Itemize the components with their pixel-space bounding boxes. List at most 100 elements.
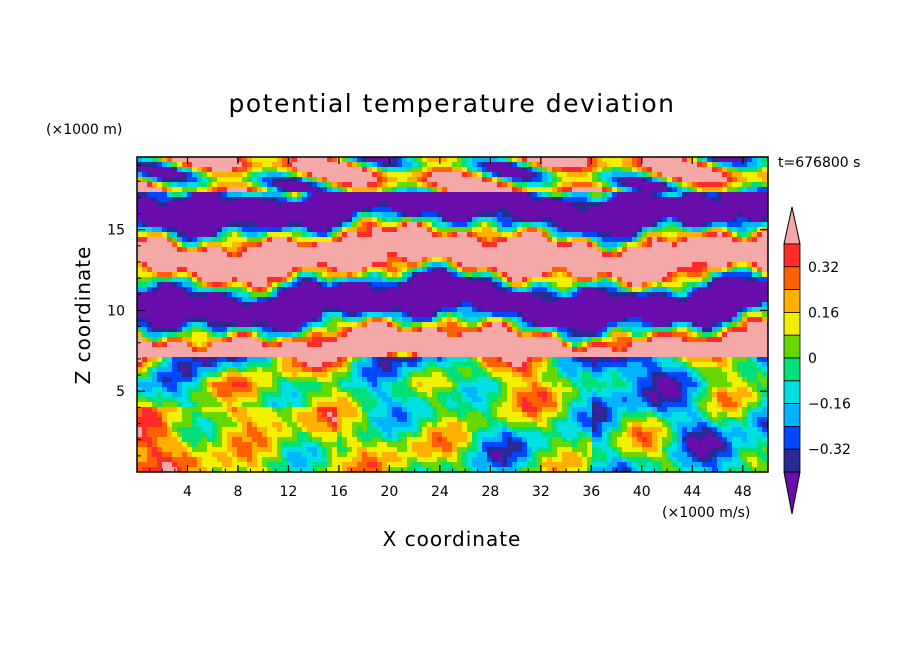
heatmap-cell <box>447 252 453 258</box>
heatmap-cell <box>747 262 753 268</box>
heatmap-cell <box>202 197 208 203</box>
heatmap-cell <box>672 317 678 323</box>
heatmap-cell <box>147 257 153 263</box>
heatmap-cell <box>227 267 233 273</box>
heatmap-cell <box>502 287 508 293</box>
heatmap-cell <box>157 207 163 213</box>
heatmap-cell <box>532 207 538 213</box>
heatmap-cell <box>467 227 473 233</box>
heatmap-cell <box>507 332 513 338</box>
heatmap-cell <box>612 307 618 313</box>
heatmap-cell <box>182 312 188 318</box>
heatmap-cell <box>367 162 373 168</box>
heatmap-cell <box>662 262 668 268</box>
heatmap-cell <box>277 282 283 288</box>
heatmap-cell <box>322 282 328 288</box>
heatmap-cell <box>522 172 528 178</box>
heatmap-cell <box>312 272 318 278</box>
heatmap-cell <box>222 192 228 198</box>
heatmap-cell <box>667 277 673 283</box>
heatmap-cell <box>477 297 483 303</box>
heatmap-cell <box>687 222 693 228</box>
heatmap-cell <box>507 262 513 268</box>
heatmap-cell <box>457 257 463 263</box>
heatmap-cell <box>197 332 203 338</box>
heatmap-cell <box>177 292 183 298</box>
heatmap-cell <box>647 297 653 303</box>
heatmap-cell <box>742 177 748 183</box>
heatmap-cell <box>607 332 613 338</box>
heatmap-cell <box>257 342 263 348</box>
heatmap-cell <box>587 162 593 168</box>
heatmap-cell <box>167 192 173 198</box>
heatmap-cell <box>172 352 178 358</box>
heatmap-cell <box>237 197 243 203</box>
heatmap-cell <box>172 257 178 263</box>
heatmap-cell <box>197 267 203 273</box>
heatmap-cell <box>702 157 708 163</box>
heatmap-cell <box>217 352 223 358</box>
heatmap-cell <box>617 157 623 163</box>
heatmap-cell <box>532 297 538 303</box>
heatmap-cell <box>652 162 658 168</box>
heatmap-cell <box>622 272 628 278</box>
heatmap-cell <box>572 307 578 313</box>
heatmap-cell <box>377 212 383 218</box>
heatmap-cell <box>192 277 198 283</box>
heatmap-cell <box>267 277 273 283</box>
heatmap-cell <box>727 182 733 188</box>
heatmap-cell <box>732 167 738 173</box>
heatmap-cell <box>252 262 258 268</box>
heatmap-cell <box>522 337 528 343</box>
heatmap-cell <box>442 162 448 168</box>
heatmap-cell <box>372 207 378 213</box>
heatmap-cell <box>367 252 373 258</box>
heatmap-cell <box>732 312 738 318</box>
heatmap-cell <box>207 182 213 188</box>
heatmap-cell <box>162 322 168 328</box>
heatmap-cell <box>302 257 308 263</box>
heatmap-cell <box>642 172 648 178</box>
heatmap-cell <box>262 262 268 268</box>
heatmap-cell <box>427 227 433 233</box>
heatmap-cell <box>572 207 578 213</box>
heatmap-cell <box>407 332 413 338</box>
heatmap-cell <box>422 232 428 238</box>
heatmap-cell <box>557 347 563 353</box>
heatmap-cell <box>537 317 543 323</box>
heatmap-cell <box>347 182 353 188</box>
heatmap-cell <box>552 327 558 333</box>
heatmap-cell <box>302 167 308 173</box>
heatmap-cell <box>287 172 293 178</box>
heatmap-cell <box>202 297 208 303</box>
heatmap-cell <box>517 157 523 163</box>
heatmap-cell <box>247 247 253 253</box>
heatmap-cell <box>457 232 463 238</box>
heatmap-cell <box>277 332 283 338</box>
heatmap-cell <box>627 207 633 213</box>
heatmap-cell <box>197 337 203 343</box>
heatmap-cell <box>257 202 263 208</box>
heatmap-cell <box>392 337 398 343</box>
heatmap-cell <box>512 227 518 233</box>
heatmap-cell <box>652 267 658 273</box>
heatmap-cell <box>302 312 308 318</box>
heatmap-cell <box>312 297 318 303</box>
heatmap-cell <box>342 277 348 283</box>
heatmap-cell <box>457 287 463 293</box>
heatmap-cell <box>137 252 143 258</box>
heatmap-cell <box>237 327 243 333</box>
heatmap-cell <box>537 232 543 238</box>
heatmap-cell <box>257 237 263 243</box>
heatmap-cell <box>317 207 323 213</box>
heatmap-cell <box>517 282 523 288</box>
heatmap-cell <box>527 182 533 188</box>
heatmap-cell <box>722 172 728 178</box>
heatmap-cell <box>652 232 658 238</box>
heatmap-cell <box>252 282 258 288</box>
heatmap-cell <box>622 347 628 353</box>
heatmap-cell <box>207 302 213 308</box>
heatmap-cell <box>232 162 238 168</box>
heatmap-cell <box>662 282 668 288</box>
heatmap-cell <box>562 212 568 218</box>
